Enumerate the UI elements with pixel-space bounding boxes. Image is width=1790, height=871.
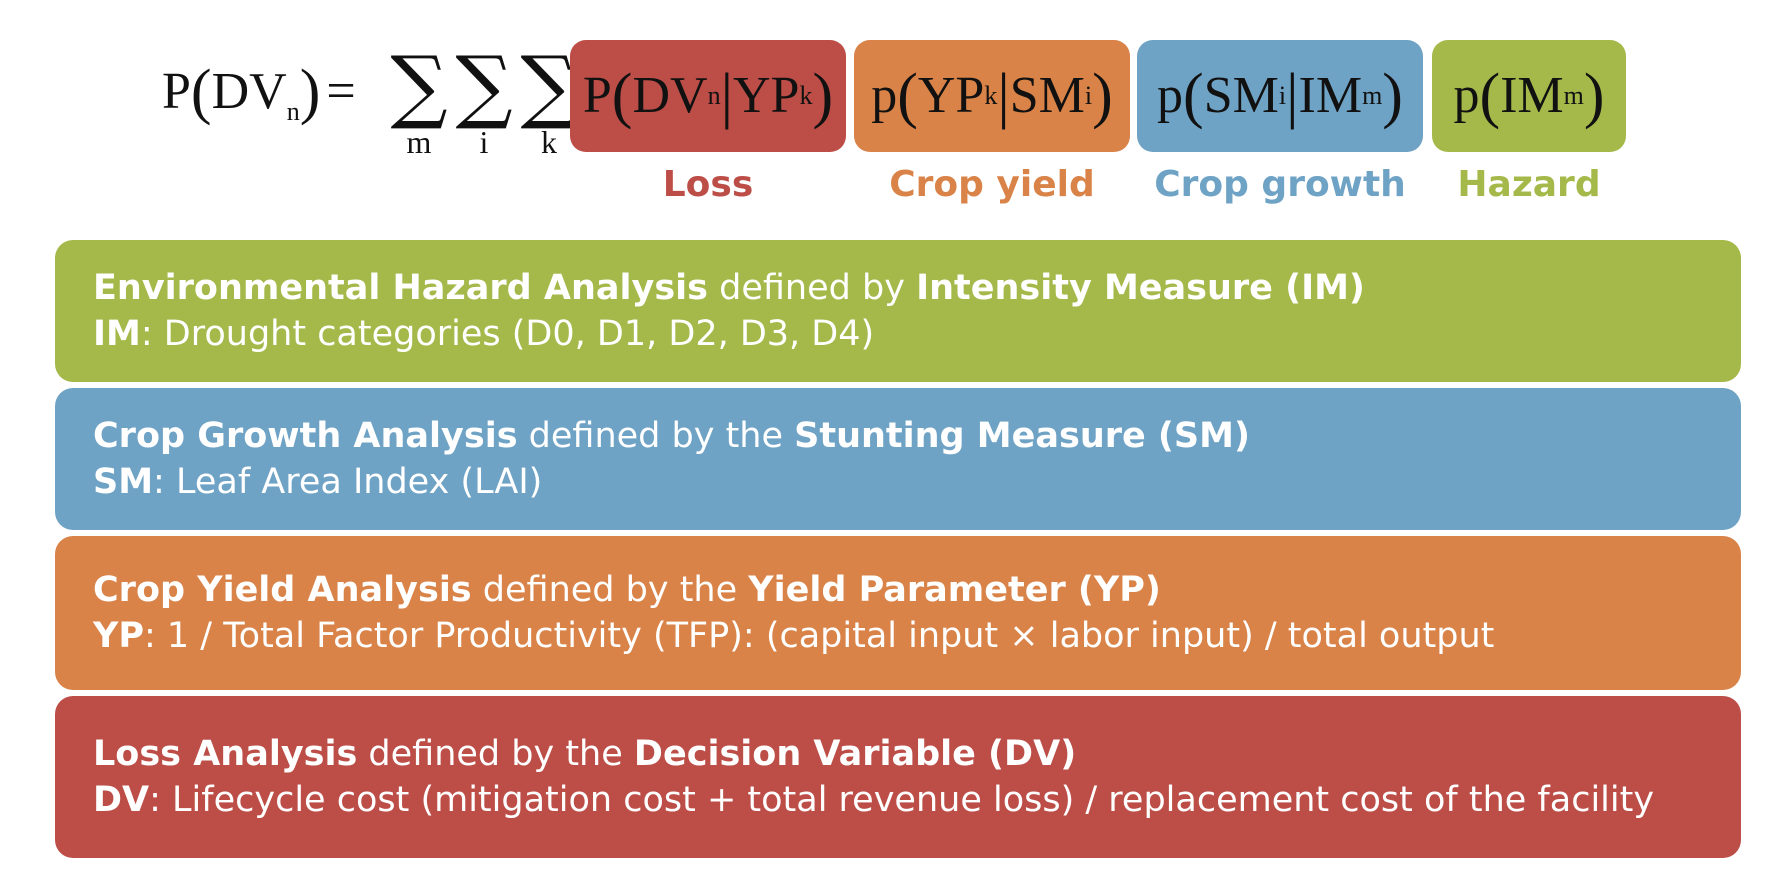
band-connector: defined by the xyxy=(471,570,749,610)
band-connector: defined by the xyxy=(357,734,634,774)
sum-index: k xyxy=(541,124,557,160)
loss-term-box: P(DV n | YP k) xyxy=(570,40,846,152)
given-bar: | xyxy=(997,62,1010,130)
loss-label: Loss xyxy=(662,164,754,205)
term-var-sub: k xyxy=(984,81,998,110)
band-title: Crop Growth Analysis defined by the Stun… xyxy=(93,413,1741,459)
sigma-symbol: ∑ xyxy=(520,39,578,132)
term-cond: SM xyxy=(1009,67,1085,124)
band-description: IM: Drought categories (D0, D1, D2, D3, … xyxy=(93,311,1741,357)
measure-desc: : 1 / Total Factor Productivity (TFP): (… xyxy=(144,616,1495,656)
equals-sign: = xyxy=(326,63,356,120)
measure-desc: : Lifecycle cost (mitigation cost + tota… xyxy=(149,780,1655,820)
band-description: DV: Lifecycle cost (mitigation cost + to… xyxy=(93,777,1741,823)
crop-growth-label: Crop growth xyxy=(1154,164,1406,205)
crop-yield-analysis-band: Crop Yield Analysis defined by the Yield… xyxy=(55,536,1741,690)
band-description: YP: 1 / Total Factor Productivity (TFP):… xyxy=(93,613,1741,659)
measure-abbr: IM xyxy=(93,314,141,354)
dv-subscript: n xyxy=(286,97,300,126)
measure-name: Yield Parameter (YP) xyxy=(748,570,1161,610)
term-var-sub: m xyxy=(1563,81,1584,110)
measure-name: Decision Variable (DV) xyxy=(633,734,1077,774)
term-cond: YP xyxy=(732,67,800,124)
band-title: Environmental Hazard Analysis defined by… xyxy=(93,265,1741,311)
measure-abbr: YP xyxy=(93,616,144,656)
dv-symbol: DV xyxy=(211,63,287,120)
crop-growth-term-box: p(SM i | IM m) xyxy=(1137,40,1423,152)
band-title: Crop Yield Analysis defined by the Yield… xyxy=(93,567,1741,613)
measure-abbr: DV xyxy=(93,780,150,820)
sigma-symbol: ∑ xyxy=(390,39,448,132)
analysis-name: Environmental Hazard Analysis xyxy=(93,268,709,308)
band-connector: defined by the xyxy=(517,416,795,456)
term-cond-sub: i xyxy=(1084,81,1093,110)
band-description: SM: Leaf Area Index (LAI) xyxy=(93,459,1741,505)
term-var-sub: i xyxy=(1278,81,1287,110)
term-cond: IM xyxy=(1298,67,1363,124)
crop-yield-term-box: p(YP k | SM i) xyxy=(854,40,1130,152)
term-var: SM xyxy=(1203,67,1279,124)
term-cond-sub: k xyxy=(799,81,813,110)
measure-desc: : Leaf Area Index (LAI) xyxy=(153,462,543,502)
hazard-analysis-band: Environmental Hazard Analysis defined by… xyxy=(55,240,1741,382)
loss-analysis-band: Loss Analysis defined by the Decision Va… xyxy=(55,696,1741,858)
term-prob: p xyxy=(1157,67,1184,124)
sigma-symbol: ∑ xyxy=(455,39,513,132)
term-prob: p xyxy=(871,67,898,124)
term-prob: P xyxy=(582,67,612,124)
term-var-sub: n xyxy=(707,81,721,110)
measure-abbr: SM xyxy=(93,462,154,502)
crop-growth-analysis-band: Crop Growth Analysis defined by the Stun… xyxy=(55,388,1741,530)
sum-m: ∑ m xyxy=(386,39,452,160)
measure-desc: : Drought categories (D0, D1, D2, D3, D4… xyxy=(140,314,875,354)
analysis-name: Loss Analysis xyxy=(93,734,358,774)
term-cond-sub: m xyxy=(1362,81,1383,110)
prob-symbol: P xyxy=(162,63,191,120)
measure-name: Stunting Measure (SM) xyxy=(794,416,1250,456)
hazard-label: Hazard xyxy=(1457,164,1601,205)
analysis-name: Crop Growth Analysis xyxy=(93,416,518,456)
given-bar: | xyxy=(1286,62,1299,130)
analysis-name: Crop Yield Analysis xyxy=(93,570,472,610)
given-bar: | xyxy=(720,62,733,130)
term-var: DV xyxy=(632,67,708,124)
sum-k: ∑ k xyxy=(516,39,582,160)
sum-index: m xyxy=(406,124,432,160)
equation-lhs: P(DVn) = xyxy=(162,58,356,126)
sum-index: i xyxy=(479,124,489,160)
measure-name: Intensity Measure (IM) xyxy=(916,268,1365,308)
band-connector: defined by xyxy=(708,268,917,308)
term-var: IM xyxy=(1500,67,1564,124)
hazard-term-box: p(IM m) xyxy=(1432,40,1626,152)
crop-yield-label: Crop yield xyxy=(889,164,1095,205)
term-prob: p xyxy=(1453,67,1480,124)
band-title: Loss Analysis defined by the Decision Va… xyxy=(93,731,1741,777)
term-var: YP xyxy=(917,67,985,124)
sum-i: ∑ i xyxy=(451,39,517,160)
